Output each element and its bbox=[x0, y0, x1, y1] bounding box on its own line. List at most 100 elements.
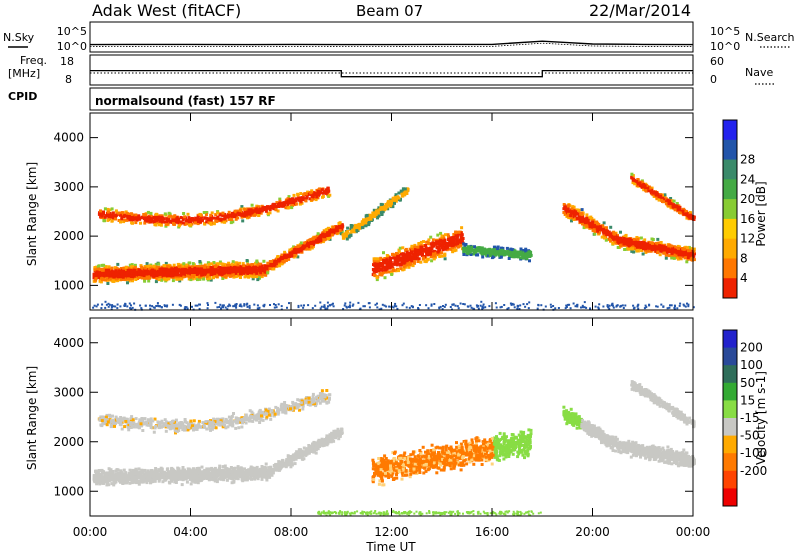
echo-cell bbox=[465, 248, 469, 252]
echo-cell bbox=[447, 238, 450, 241]
echo-cell bbox=[407, 253, 411, 257]
echo-cell bbox=[685, 260, 689, 264]
echo-cell bbox=[149, 265, 153, 269]
echo-cell bbox=[673, 204, 677, 208]
echo-cell bbox=[187, 219, 191, 223]
echo-cell bbox=[177, 265, 181, 269]
echo-cell bbox=[147, 279, 151, 283]
echo-cell bbox=[220, 262, 224, 266]
echo-cell bbox=[687, 245, 691, 249]
echo-cell bbox=[246, 263, 250, 267]
echo-cell bbox=[661, 193, 664, 197]
echo-cell bbox=[195, 276, 198, 280]
echo-cell bbox=[227, 263, 231, 267]
echo-cell bbox=[627, 239, 631, 243]
echo-cell bbox=[609, 225, 613, 229]
echo-cell bbox=[673, 208, 677, 212]
echo-cell bbox=[133, 269, 136, 273]
echo-cell bbox=[108, 208, 112, 212]
echo-cell bbox=[345, 237, 349, 241]
echo-cell bbox=[164, 277, 168, 281]
echo-cell bbox=[165, 217, 169, 221]
echo-cell bbox=[134, 216, 138, 220]
echo-cell bbox=[398, 246, 402, 250]
echo-cell bbox=[234, 217, 238, 221]
echo-cell bbox=[179, 263, 183, 267]
echo-cell bbox=[188, 266, 192, 270]
echo-cell bbox=[234, 272, 238, 275]
echo-cell bbox=[636, 245, 639, 249]
echo-cell bbox=[440, 239, 444, 243]
echo-cell bbox=[410, 244, 414, 248]
echo-cell bbox=[150, 219, 154, 223]
echo-cell bbox=[272, 204, 276, 208]
echo-cell bbox=[651, 245, 655, 249]
echo-cell bbox=[377, 206, 381, 210]
echo-cell bbox=[321, 191, 325, 195]
echo-cell bbox=[121, 275, 125, 279]
echo-cell bbox=[692, 258, 696, 262]
echo-cell bbox=[581, 218, 585, 222]
echo-cell bbox=[316, 232, 320, 236]
echo-cell bbox=[566, 204, 570, 208]
echo-cell bbox=[411, 257, 415, 260]
echo-cell bbox=[285, 258, 288, 262]
echo-cell bbox=[177, 217, 181, 221]
echo-cell bbox=[315, 192, 319, 196]
echo-cell bbox=[212, 216, 216, 220]
echo-cell bbox=[155, 277, 159, 280]
echo-cell bbox=[206, 276, 210, 280]
echo-cell bbox=[128, 263, 132, 267]
echo-cell bbox=[264, 273, 268, 277]
echo-cell bbox=[140, 276, 144, 280]
echo-cell bbox=[244, 273, 248, 277]
echo-cell bbox=[654, 244, 658, 248]
echo-cell bbox=[123, 218, 127, 222]
echo-cell bbox=[101, 273, 105, 277]
echo-cell bbox=[120, 272, 124, 275]
echo-cell bbox=[643, 307, 646, 310]
echo-cell bbox=[659, 245, 663, 249]
echo-cell bbox=[688, 211, 692, 214]
echo-cell bbox=[676, 249, 680, 253]
echo-cell bbox=[254, 207, 258, 211]
echo-cell bbox=[216, 215, 220, 219]
echo-cell bbox=[165, 269, 169, 273]
echo-cell bbox=[250, 270, 254, 273]
echo-cell bbox=[433, 254, 437, 258]
echo-cell bbox=[241, 267, 245, 270]
echo-cell bbox=[280, 262, 284, 266]
echo-cell bbox=[425, 240, 429, 244]
echo-cell bbox=[420, 249, 424, 253]
echo-cell bbox=[228, 274, 232, 278]
echo-cell bbox=[668, 254, 671, 258]
echo-cell bbox=[116, 262, 120, 266]
echo-cell bbox=[145, 219, 149, 223]
echo-cell bbox=[255, 204, 259, 208]
echo-cell bbox=[203, 265, 207, 269]
echo-cell bbox=[577, 216, 581, 220]
echo-cell bbox=[121, 211, 125, 215]
echo-cell bbox=[332, 302, 334, 305]
nsky-tick-bottom-right: 10^0 bbox=[710, 40, 740, 53]
echo-cell bbox=[636, 178, 640, 181]
echo-cell bbox=[98, 211, 101, 215]
echo-cell bbox=[351, 228, 355, 232]
echo-cell bbox=[401, 268, 405, 272]
echo-cell bbox=[294, 199, 298, 203]
echo-cell bbox=[477, 246, 481, 250]
echo-cell bbox=[424, 260, 428, 264]
echo-cell bbox=[410, 259, 414, 263]
echo-cell bbox=[572, 205, 576, 209]
echo-cell bbox=[471, 248, 475, 252]
echo-cell bbox=[257, 209, 261, 213]
echo-cell bbox=[678, 256, 682, 260]
echo-cell bbox=[389, 264, 393, 268]
echo-cell bbox=[654, 191, 657, 195]
echo-cell bbox=[391, 205, 395, 209]
echo-cell bbox=[512, 250, 516, 254]
echo-cell bbox=[374, 270, 378, 274]
echo-cell bbox=[614, 238, 618, 242]
echo-cell bbox=[207, 221, 211, 225]
noise-search-line bbox=[89, 42, 694, 48]
